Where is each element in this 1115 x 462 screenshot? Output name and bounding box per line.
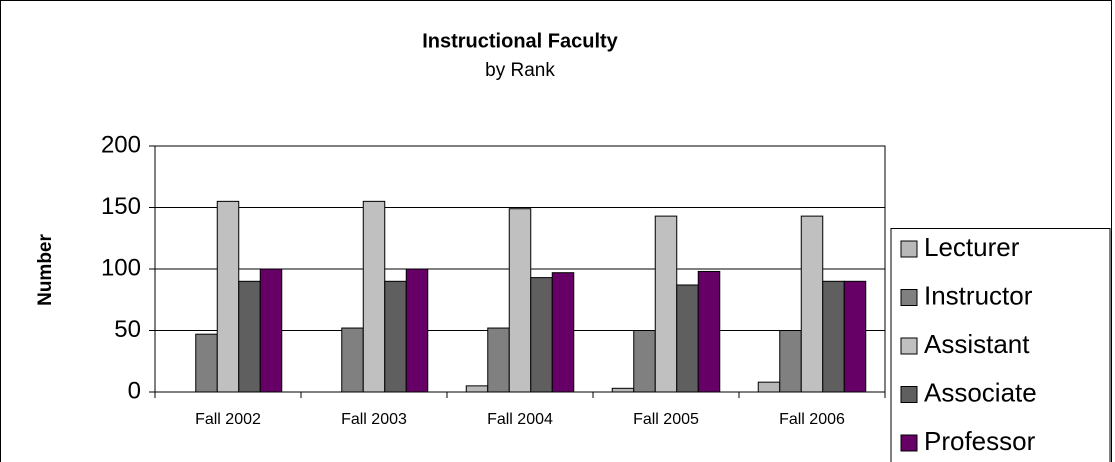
legend-label: Instructor bbox=[924, 280, 1033, 310]
bar bbox=[465, 385, 489, 393]
bar bbox=[259, 268, 283, 393]
x-tick-label: Fall 2003 bbox=[341, 411, 407, 428]
plot-border bbox=[154, 145, 886, 393]
legend-box bbox=[890, 228, 1111, 462]
bar bbox=[487, 327, 510, 393]
legend-label: Lecturer bbox=[924, 232, 1020, 262]
legend-label: Associate bbox=[924, 377, 1037, 407]
legend-swatch bbox=[900, 240, 918, 258]
y-tick-label: 200 bbox=[101, 131, 141, 158]
bar bbox=[843, 280, 867, 393]
bar bbox=[654, 215, 678, 393]
legend-swatch bbox=[900, 434, 918, 452]
bar bbox=[508, 208, 532, 393]
legend-label: Assistant bbox=[924, 329, 1030, 359]
bar bbox=[362, 200, 386, 393]
bar bbox=[341, 327, 364, 393]
legend-swatch bbox=[900, 337, 918, 355]
bar bbox=[384, 280, 407, 393]
bar bbox=[238, 280, 261, 393]
bar bbox=[676, 284, 699, 393]
y-tick-label: 0 bbox=[128, 377, 141, 404]
bar bbox=[405, 268, 429, 393]
legend-label: Professor bbox=[924, 426, 1036, 456]
bar bbox=[757, 381, 781, 393]
y-tick-label: 150 bbox=[101, 193, 141, 220]
y-tick-label: 100 bbox=[101, 254, 141, 281]
bar bbox=[530, 277, 553, 393]
x-tick-label: Fall 2004 bbox=[487, 411, 553, 428]
bar bbox=[800, 215, 824, 393]
y-axis-label: Number bbox=[35, 234, 56, 306]
legend-swatch bbox=[900, 386, 918, 403]
y-tick-label: 50 bbox=[114, 316, 141, 343]
bar bbox=[633, 330, 656, 393]
x-tick-label: Fall 2005 bbox=[633, 411, 699, 428]
bar bbox=[611, 387, 635, 393]
bar bbox=[697, 270, 721, 393]
x-tick-label: Fall 2002 bbox=[195, 411, 261, 428]
bar bbox=[779, 330, 802, 393]
bar bbox=[195, 333, 218, 393]
x-tick-label: Fall 2006 bbox=[779, 411, 845, 428]
legend-swatch bbox=[900, 289, 918, 306]
chart-title: Instructional Faculty bbox=[422, 30, 618, 52]
bar bbox=[216, 200, 240, 393]
chart-subtitle: by Rank bbox=[485, 60, 555, 81]
bar bbox=[551, 272, 575, 393]
bar bbox=[822, 280, 845, 393]
